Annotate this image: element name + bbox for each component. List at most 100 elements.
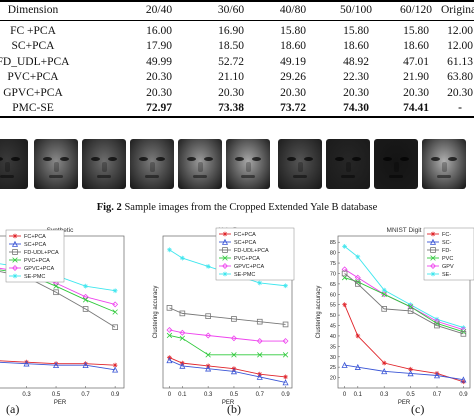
data-point: [53, 280, 60, 287]
table-cell: 15.80: [343, 25, 369, 37]
data-point: [282, 321, 289, 328]
data-point: [179, 362, 186, 369]
y-tick-label: 65: [330, 282, 336, 288]
series-sc-pca: [341, 361, 467, 383]
series-line: [344, 364, 464, 381]
y-tick-label: 35: [330, 344, 336, 350]
y-tick-label: 85: [330, 240, 336, 246]
table-cell: 29.26: [280, 71, 306, 84]
data-point: [112, 301, 119, 308]
table-cell: 15.80: [280, 25, 306, 37]
data-point: [231, 352, 237, 358]
data-point: [430, 263, 436, 269]
series-pvc-pca: [166, 332, 289, 358]
table-bottom-rule: [0, 116, 474, 118]
data-point: [205, 313, 211, 319]
table-cell: 73.38: [218, 102, 244, 114]
table-row-method: PMC-SE: [12, 102, 54, 114]
data-point: [167, 247, 172, 253]
data-point: [230, 368, 237, 375]
table-cell: 20.30: [403, 86, 429, 99]
table-cell: 18.50: [218, 40, 244, 53]
x-tick-label: 0.3: [22, 392, 31, 398]
table-cell: 61.13: [447, 55, 473, 68]
figure-2-caption: Fig. 2 Sample images from the Cropped Ex…: [0, 202, 474, 213]
data-point: [408, 366, 413, 372]
table-cell: 74.30: [343, 102, 369, 114]
data-point: [179, 255, 185, 261]
y-tick-label: 40: [330, 334, 336, 340]
data-point: [166, 357, 173, 364]
data-point: [166, 326, 173, 333]
table-cell: 16.90: [218, 25, 244, 37]
sub-label-c: (c): [411, 402, 425, 416]
data-point: [430, 247, 436, 253]
face-image: [34, 139, 78, 189]
data-point: [355, 254, 361, 260]
figure-2-label: Fig. 2: [96, 202, 122, 213]
header-col-5: 60/120: [400, 4, 432, 16]
table-cell: 47.01: [403, 55, 429, 68]
data-point: [112, 309, 118, 315]
chart-mnist-digit: MNIST Digit 0 0.1 0.3 0.5 0.7 0.9 PER 20 25 30 35 40…: [316, 227, 474, 404]
data-point: [381, 360, 387, 366]
legend-label: SC+PCA: [24, 242, 46, 248]
data-point: [221, 238, 229, 245]
legend-box: [423, 227, 474, 281]
series-fd-udl-pca: [166, 305, 289, 328]
data-point: [82, 297, 89, 303]
data-point: [12, 273, 18, 279]
data-point: [112, 366, 119, 373]
data-point: [12, 233, 18, 239]
table-row-method: FD_UDL+PCA: [0, 55, 70, 68]
data-point: [222, 271, 228, 277]
series-sc-pca: [166, 357, 289, 386]
x-axis-label: PER: [54, 400, 67, 404]
series-line: [169, 335, 286, 356]
data-point: [430, 231, 436, 237]
legend-label: SE-: [442, 272, 451, 278]
data-point: [82, 306, 89, 312]
y-tick-label: 20: [330, 376, 336, 382]
sub-label-a: (a): [6, 402, 20, 416]
legend-label: SE-PMC: [24, 274, 45, 280]
data-point: [381, 306, 388, 312]
sub-label-b: (b): [227, 402, 241, 416]
series-fd-udl-pca: [341, 270, 467, 337]
y-tick-label: 50: [330, 313, 336, 319]
table-cell: 20.30: [146, 86, 172, 99]
data-point: [23, 360, 30, 367]
header-dimension: Dimension: [7, 4, 59, 16]
header-col-6: Original: [441, 4, 474, 16]
table-row-method: FC +PCA: [10, 25, 56, 37]
table-row-method: PVC+PCA: [7, 71, 59, 84]
y-tick-label: 55: [330, 303, 336, 309]
legend-box: [215, 227, 295, 281]
legend-label: FD-UDL+PCA: [234, 248, 269, 254]
face-image: [326, 139, 370, 189]
data-point: [430, 255, 436, 261]
series-line: [169, 359, 286, 383]
face-image: [374, 139, 418, 189]
data-point: [429, 238, 437, 245]
data-point: [407, 308, 414, 314]
data-point: [341, 270, 348, 277]
legend-label: SC+PCA: [234, 240, 256, 246]
data-point: [112, 288, 118, 294]
table-cell: 18.60: [403, 40, 429, 53]
legend-label: FD-UDL+PCA: [24, 250, 59, 256]
data-point: [341, 361, 348, 368]
data-point: [283, 283, 288, 289]
data-point: [341, 266, 348, 273]
x-tick-label: 0.7: [81, 392, 90, 398]
data-point: [82, 361, 89, 369]
header-col-3: 40/80: [279, 4, 307, 16]
data-point: [179, 335, 186, 341]
table-cell: 20.30: [447, 86, 473, 99]
legend-label: PVC+PCA: [234, 256, 260, 262]
data-point: [282, 379, 289, 386]
data-point: [342, 244, 347, 249]
data-point: [205, 365, 212, 372]
data-point: [53, 283, 59, 289]
